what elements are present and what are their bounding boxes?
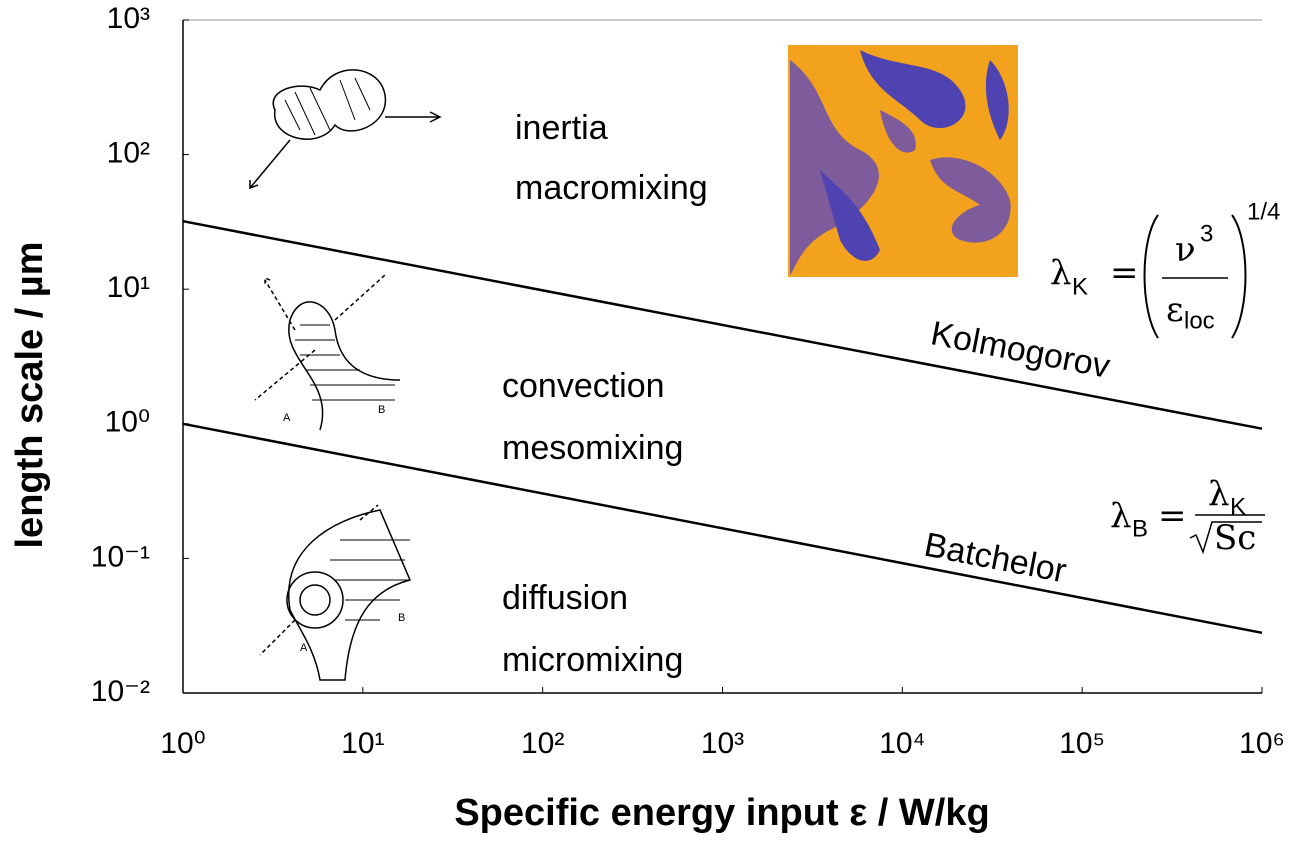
eq-denominator: Sc xyxy=(1214,518,1256,558)
series-line xyxy=(183,424,1262,633)
y-tick-label: 10⁻¹ xyxy=(91,540,150,573)
y-tick-label: 10³ xyxy=(107,2,150,35)
annotation: convection xyxy=(502,367,665,405)
eq-power: 3 xyxy=(1200,220,1213,247)
y-tick-label: 10⁰ xyxy=(105,406,150,439)
eq-subscript: loc xyxy=(1184,307,1215,334)
annotation: diffusion xyxy=(502,579,628,617)
x-axis-title: Specific energy input ε / W/kg xyxy=(454,792,989,834)
eq-denominator: ε xyxy=(1166,290,1184,330)
y-axis-title: length scale / µm xyxy=(9,242,51,549)
y-tick-label: 10² xyxy=(107,137,150,170)
batchelor-equation: λ B = λ K Sc xyxy=(1110,474,1265,558)
eq-numerator: ν xyxy=(1175,230,1196,270)
series-label: Kolmogorov xyxy=(928,314,1113,386)
y-tick-label: 10⁻² xyxy=(91,675,150,708)
sketch-label: B xyxy=(378,404,385,416)
x-tick-label: 10¹ xyxy=(341,727,384,760)
kolmogorov-equation: λ K = ν 3 ε loc 1/4 xyxy=(1050,198,1280,338)
sketch-label: A xyxy=(283,412,291,424)
annotation: micromixing xyxy=(502,641,683,679)
sketches xyxy=(250,70,440,680)
y-tick-label: 10¹ xyxy=(107,271,150,304)
x-tick-label: 10³ xyxy=(701,727,744,760)
sketch-label: A xyxy=(300,642,308,654)
annotation: inertia xyxy=(515,109,608,147)
annotation: macromixing xyxy=(515,169,708,207)
x-tick-label: 10⁵ xyxy=(1059,727,1105,760)
eq-symbol: λ xyxy=(1110,496,1132,536)
eq-subscript: B xyxy=(1132,515,1148,542)
eq-exponent: 1/4 xyxy=(1247,198,1280,225)
x-tick-label: 10⁰ xyxy=(160,727,205,760)
eq-subscript: K xyxy=(1072,273,1088,300)
eq-subscript: K xyxy=(1230,493,1246,520)
sketch-label: B xyxy=(398,612,405,624)
eq-numerator: λ xyxy=(1208,474,1230,514)
x-tick-label: 10⁴ xyxy=(879,727,925,760)
chart: A B A B inertia macromixing convection m… xyxy=(0,0,1291,853)
x-tick-label: 10² xyxy=(521,727,564,760)
eq-equals: = xyxy=(1158,496,1187,536)
eq-equals: = xyxy=(1110,253,1139,293)
annotation: mesomixing xyxy=(502,429,683,467)
series-line xyxy=(183,221,1262,428)
x-tick-label: 10⁶ xyxy=(1239,727,1285,760)
eq-symbol: λ xyxy=(1050,253,1072,293)
